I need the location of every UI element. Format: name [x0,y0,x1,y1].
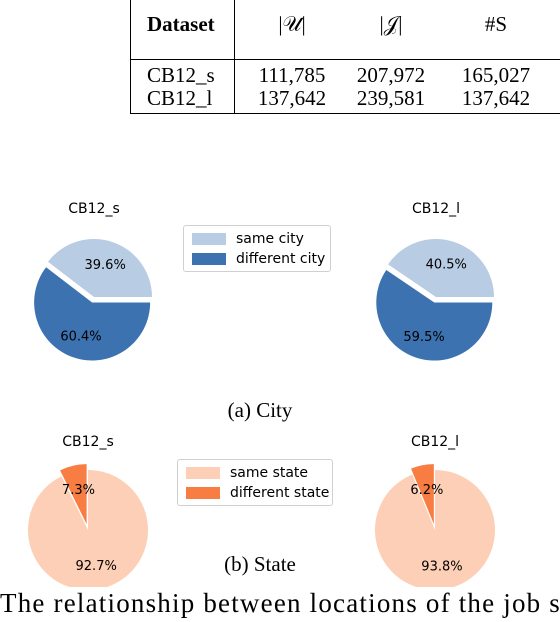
table-cell: 239,581 [356,86,426,110]
table-cell: 111,785 [258,63,326,87]
pie-title: CB12_l [411,434,459,450]
same-state-percent-label: 92.7% [76,559,117,574]
same-state-slice [375,470,495,587]
pie-title: CB12_s [68,201,120,217]
state-pie-charts: 92.7% 7.3% CB12_s 93.8% 6.2% CB12_l [28,434,495,587]
same-state-percent-label: 93.8% [421,559,462,574]
different-city-slice [376,269,493,361]
dataset-statistics-table: Dataset |𝒰| |𝒥| #S CB12_s 111,785 207,97… [130,0,560,114]
different-state-swatch [186,487,220,499]
same-city-swatch [192,233,226,245]
table-cell: 207,972 [356,63,426,87]
table-cell: CB12_s [147,63,215,87]
legend-label: same city [236,231,304,247]
same-state-swatch [186,467,220,479]
table-cell: 137,642 [257,86,327,110]
legend-item-same-city: same city [192,231,304,247]
table-cell: CB12_l [147,86,213,110]
table-bottom-rule [130,113,560,114]
same-city-slice [388,238,494,297]
figure-caption: The relationship between locations of th… [0,588,560,618]
table-left-border [130,0,131,114]
table-cell: 137,642 [461,86,531,110]
table-header-jobs: |𝒥| [379,12,403,36]
subcaption-state: (b) State [224,552,296,576]
legend-item-different-state: different state [186,485,329,501]
pie-title: CB12_l [412,201,460,217]
city-pie-charts: 39.6% 60.4% CB12_s 40.5% 59.5% CB12_l [34,201,494,361]
city-legend: same city different city [183,225,331,272]
different-state-percent-label: 7.3% [62,483,95,498]
subcaption-city: (a) City [227,398,293,422]
same-city-percent-label: 40.5% [426,258,467,273]
different-state-percent-label: 6.2% [410,483,443,498]
different-city-percent-label: 59.5% [403,330,444,345]
different-city-slice [34,267,151,361]
different-city-swatch [192,253,226,265]
state-legend: same state different state [177,459,333,506]
table-header-sessions: #S [484,12,508,36]
table-column-divider [234,0,235,114]
different-state-slice [60,464,87,525]
table-header-dataset: Dataset [147,12,215,36]
legend-item-same-state: same state [186,465,308,481]
same-state-slice [28,470,148,587]
different-city-percent-label: 60.4% [60,329,101,344]
table-header-users: |𝒰| [278,12,306,36]
legend-label: same state [230,465,309,481]
same-city-percent-label: 39.6% [85,258,126,273]
pie-title: CB12_s [62,434,114,450]
legend-label: different city [236,251,326,267]
different-state-slice [411,464,434,525]
legend-label: different state [230,485,330,501]
same-city-slice [47,239,152,297]
table-cell: 165,027 [461,63,531,87]
table-header-rule [130,59,560,60]
legend-item-different-city: different city [192,251,325,267]
